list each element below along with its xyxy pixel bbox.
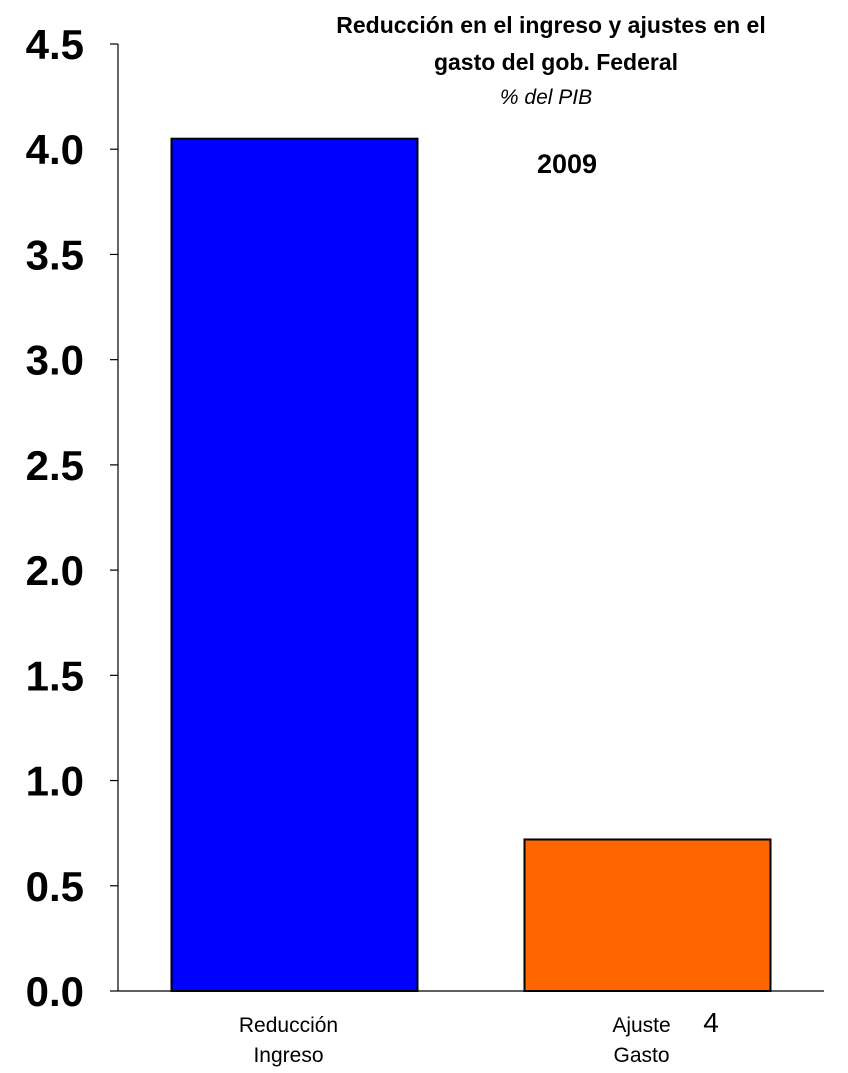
y-tick-label: 0.0 bbox=[26, 968, 84, 1015]
plot-area: 0.0 0.5 1.0 1.5 2.0 2.5 3.0 3.5 4.0 4.5 Reducción I… bbox=[26, 21, 824, 1067]
bar bbox=[523, 838, 772, 992]
chart-title-line-1: Reducción en el ingreso y ajustes en el bbox=[336, 12, 765, 38]
chart-subtitle: % del PIB bbox=[500, 86, 592, 109]
y-tick-label: 1.0 bbox=[26, 758, 84, 805]
y-tick-label: 3.0 bbox=[26, 337, 84, 384]
y-tick-label: 2.0 bbox=[26, 547, 84, 594]
y-tick-label: 3.5 bbox=[26, 231, 84, 278]
y-tick-label: 2.5 bbox=[26, 442, 84, 489]
x-tick-label: Ingreso bbox=[253, 1044, 323, 1067]
year-annotation: 2009 bbox=[537, 149, 597, 179]
y-tick-label: 4.0 bbox=[26, 126, 84, 173]
x-tick-label: Gasto bbox=[613, 1044, 669, 1067]
bar bbox=[170, 137, 419, 992]
y-tick-label: 0.5 bbox=[26, 863, 84, 910]
page-number: 4 bbox=[703, 1007, 719, 1038]
x-tick-label: Reducción bbox=[239, 1014, 338, 1037]
y-tick-label: 1.5 bbox=[26, 652, 84, 699]
chart-title-line-2: gasto del gob. Federal bbox=[434, 49, 678, 75]
x-tick-label: Ajuste bbox=[612, 1014, 670, 1037]
y-tick-label: 4.5 bbox=[26, 21, 84, 68]
